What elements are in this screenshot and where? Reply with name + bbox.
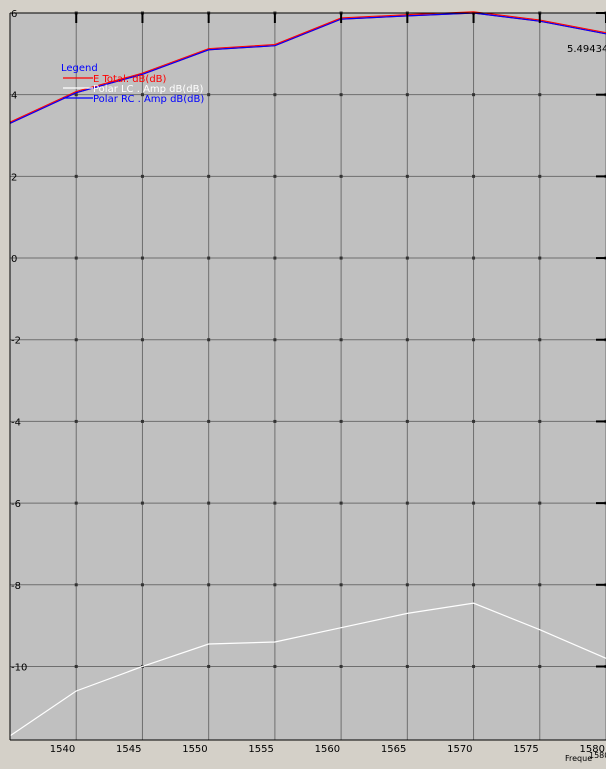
- grid-intersection-dot: [472, 665, 475, 668]
- grid-intersection-dot: [340, 257, 343, 260]
- y-tick-label: 0: [11, 254, 17, 265]
- grid-intersection-dot: [207, 420, 210, 423]
- grid-intersection-dot: [538, 93, 541, 96]
- x-tick-label: 1545: [116, 744, 141, 755]
- legend-label: Polar RC . Amp dB(dB): [93, 94, 204, 105]
- x-tick-label: 1540: [50, 744, 75, 755]
- grid-intersection-dot: [273, 502, 276, 505]
- grid-intersection-dot: [75, 338, 78, 341]
- legend-title: Legend: [61, 63, 98, 74]
- grid-intersection-dot: [273, 338, 276, 341]
- grid-intersection-dot: [472, 175, 475, 178]
- grid-intersection-dot: [273, 420, 276, 423]
- grid-intersection-dot: [472, 583, 475, 586]
- grid-intersection-dot: [406, 175, 409, 178]
- grid-intersection-dot: [75, 583, 78, 586]
- grid-intersection-dot: [207, 175, 210, 178]
- y-tick-label: -4: [11, 417, 21, 428]
- x-tick-label: 1555: [248, 744, 273, 755]
- y-tick-label: -8: [11, 581, 21, 592]
- x-tick-label: 1575: [513, 744, 538, 755]
- grid-intersection-dot: [75, 420, 78, 423]
- grid-intersection-dot: [75, 257, 78, 260]
- y-tick-label: 2: [11, 172, 17, 183]
- x-tick-label: 1550: [182, 744, 207, 755]
- grid-intersection-dot: [75, 175, 78, 178]
- grid-intersection-dot: [340, 175, 343, 178]
- y-tick-label: -10: [11, 662, 27, 673]
- x-tick-label: 1565: [381, 744, 406, 755]
- grid-intersection-dot: [141, 175, 144, 178]
- x-tick-label: 1570: [447, 744, 472, 755]
- y-tick-label: 6: [11, 9, 17, 20]
- grid-intersection-dot: [538, 502, 541, 505]
- grid-intersection-dot: [141, 420, 144, 423]
- grid-intersection-dot: [538, 257, 541, 260]
- grid-intersection-dot: [538, 583, 541, 586]
- grid-intersection-dot: [273, 93, 276, 96]
- grid-intersection-dot: [273, 665, 276, 668]
- grid-intersection-dot: [472, 93, 475, 96]
- grid-intersection-dot: [75, 665, 78, 668]
- grid-intersection-dot: [406, 583, 409, 586]
- grid-intersection-dot: [472, 420, 475, 423]
- plot-area: [10, 13, 606, 740]
- grid-intersection-dot: [75, 502, 78, 505]
- grid-intersection-dot: [340, 93, 343, 96]
- grid-intersection-dot: [207, 93, 210, 96]
- grid-intersection-dot: [273, 257, 276, 260]
- grid-intersection-dot: [141, 257, 144, 260]
- grid-intersection-dot: [472, 502, 475, 505]
- end-value-annotation: 5.49434: [567, 44, 606, 55]
- grid-intersection-dot: [273, 175, 276, 178]
- grid-intersection-dot: [207, 583, 210, 586]
- grid-intersection-dot: [141, 583, 144, 586]
- grid-intersection-dot: [273, 583, 276, 586]
- grid-intersection-dot: [141, 338, 144, 341]
- grid-intersection-dot: [141, 502, 144, 505]
- grid-intersection-dot: [538, 338, 541, 341]
- grid-intersection-dot: [406, 420, 409, 423]
- grid-intersection-dot: [406, 93, 409, 96]
- grid-intersection-dot: [340, 420, 343, 423]
- x-tick-label: 1560: [315, 744, 340, 755]
- grid-intersection-dot: [340, 502, 343, 505]
- grid-intersection-dot: [207, 338, 210, 341]
- grid-intersection-dot: [472, 338, 475, 341]
- grid-intersection-dot: [340, 583, 343, 586]
- grid-intersection-dot: [406, 665, 409, 668]
- grid-intersection-dot: [538, 175, 541, 178]
- y-tick-label: -2: [11, 336, 21, 347]
- y-tick-label: -6: [11, 499, 21, 510]
- grid-intersection-dot: [340, 665, 343, 668]
- grid-intersection-dot: [207, 502, 210, 505]
- grid-intersection-dot: [340, 338, 343, 341]
- x-end-label: 1580: [589, 751, 606, 760]
- grid-intersection-dot: [207, 665, 210, 668]
- grid-intersection-dot: [538, 665, 541, 668]
- grid-intersection-dot: [406, 257, 409, 260]
- grid-intersection-dot: [472, 257, 475, 260]
- grid-intersection-dot: [207, 257, 210, 260]
- grid-intersection-dot: [406, 338, 409, 341]
- grid-intersection-dot: [538, 420, 541, 423]
- grid-intersection-dot: [406, 502, 409, 505]
- y-tick-label: 4: [11, 91, 17, 102]
